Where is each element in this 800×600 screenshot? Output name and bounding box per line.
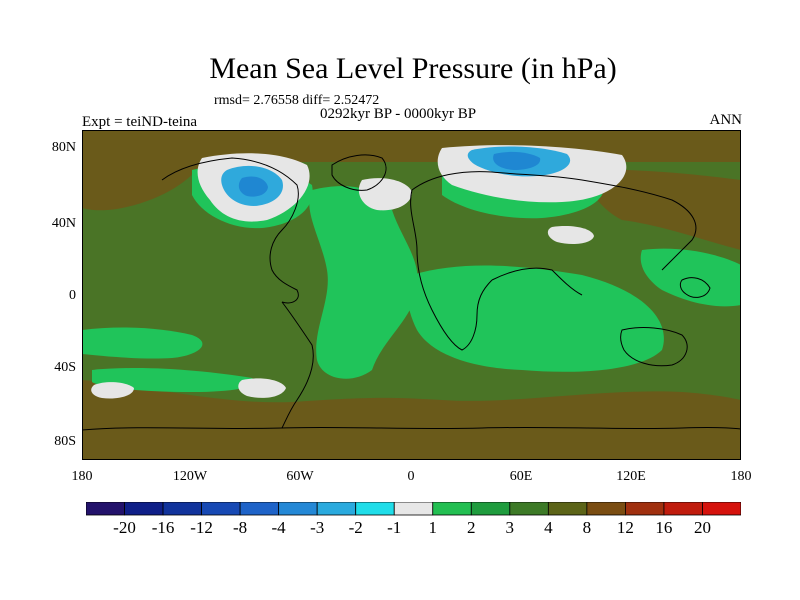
ytick-80s: 80S <box>54 434 76 449</box>
field-level-1-atlantic <box>309 186 418 379</box>
colorbar-box <box>509 502 549 516</box>
colorbar-label: -8 <box>233 518 248 537</box>
colorbar-box <box>239 502 280 516</box>
field-near-zero-north-atlantic <box>358 178 412 211</box>
xtick-0: 0 <box>407 469 415 484</box>
field-level-4-arctic <box>82 130 741 162</box>
field-near-zero-south-pacific <box>91 382 134 399</box>
xtick-60e: 60E <box>509 469 533 484</box>
field-level-4-siberia <box>582 169 741 250</box>
colorbar-box <box>702 502 741 516</box>
colorbar-label: -12 <box>190 518 213 537</box>
experiment-label: Expt = teiND-teina <box>82 114 198 130</box>
colorbar-box <box>201 502 241 516</box>
colorbar-label: 4 <box>544 518 553 537</box>
colorbar-label: 20 <box>694 518 711 537</box>
ytick-80n: 80N <box>51 140 76 155</box>
colorbar-box <box>355 502 395 516</box>
field-level-1-africa-indian <box>407 265 664 372</box>
colorbar-box <box>432 502 472 516</box>
colorbar-label: -20 <box>113 518 136 537</box>
colorbar-box <box>124 502 164 516</box>
season-label: ANN <box>709 112 743 128</box>
pressure-anomaly-map <box>82 130 741 460</box>
colorbar-box <box>586 502 626 516</box>
colorbar-label: -2 <box>348 518 363 537</box>
field-neg3-north-america <box>238 176 268 197</box>
field-level-1-southern-band <box>92 367 255 392</box>
xtick-60w: 60W <box>286 469 314 484</box>
field-neg3-eurasia <box>493 151 541 170</box>
colorbar-box <box>278 502 318 516</box>
field-near-zero-central-asia <box>547 226 594 244</box>
map-frame <box>82 130 741 460</box>
xtick-120e: 120E <box>616 469 646 484</box>
xtick-180e: 180 <box>730 469 752 484</box>
ytick-40n: 40N <box>51 216 76 231</box>
coastlines <box>82 154 741 431</box>
colorbar-box <box>86 502 125 516</box>
colorbar-box <box>393 502 434 516</box>
colorbar-label: 1 <box>428 518 438 537</box>
colorbar-box <box>625 502 665 516</box>
map-title: Mean Sea Level Pressure (in hPa) <box>209 52 617 85</box>
colorbar-box <box>547 502 588 516</box>
period-subtitle: 0292kyr BP - 0000kyr BP <box>320 106 477 122</box>
field-near-zero-south-atlantic <box>238 378 286 398</box>
xtick-180w: 180 <box>71 469 93 484</box>
colorbar-label: -1 <box>387 518 402 537</box>
field-level-4-southern-ocean <box>82 380 741 460</box>
colorbar-label: 16 <box>655 518 673 537</box>
colorbar-box <box>663 502 703 516</box>
ytick-0: 0 <box>69 288 76 303</box>
colorbar-label: 8 <box>582 518 592 537</box>
colorbar-box <box>470 502 511 516</box>
field-level-1-pacific-band <box>82 327 203 359</box>
xtick-120w: 120W <box>172 469 208 484</box>
rmsd-diff-stats: rmsd= 2.76558 diff= 2.52472 <box>214 93 380 108</box>
ytick-40s: 40S <box>54 360 76 375</box>
colorbar-label: -3 <box>310 518 325 537</box>
colorbar-box <box>162 502 202 516</box>
colorbar-label: -16 <box>151 518 175 537</box>
colorbar-label: 2 <box>467 518 476 537</box>
colorbar <box>86 502 741 516</box>
colorbar-label: 3 <box>505 518 515 537</box>
colorbar-label: -4 <box>271 518 286 537</box>
colorbar-label: 12 <box>616 518 634 537</box>
colorbar-box <box>316 502 357 516</box>
